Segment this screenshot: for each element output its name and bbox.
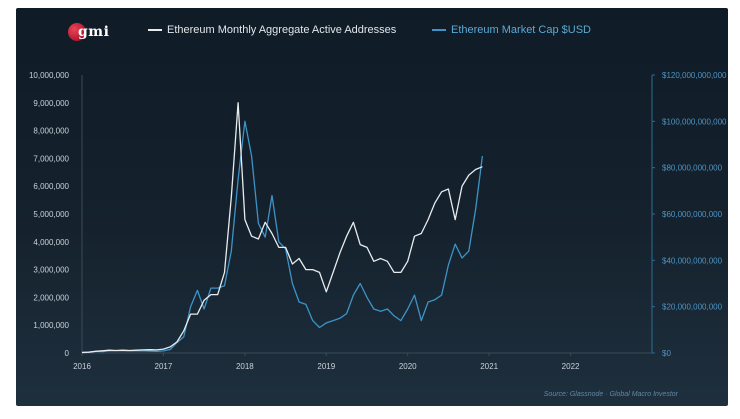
right-axis-tick-label: $80,000,000,000 [662,164,723,173]
chart-panel [16,8,728,406]
left-axis-tick-label: 8,000,000 [33,127,69,136]
series-line-active-addresses [81,102,483,354]
source-note: Source: Glassnode · Global Macro Investo… [543,391,678,398]
right-axis-tick-label: $40,000,000,000 [662,256,723,265]
x-axis-tick-label: 2017 [155,362,173,371]
legend-label-market-cap: Ethereum Market Cap $USD [451,24,591,36]
logo-circle-icon [68,23,86,41]
left-axis-tick-label: 6,000,000 [33,182,69,191]
legend-item-market-cap: Ethereum Market Cap $USD [432,24,591,36]
left-axis-tick-label: 5,000,000 [33,210,69,219]
right-axis-tick-label: $60,000,000,000 [662,210,723,219]
right-axis-tick-label: $100,000,000,000 [662,117,727,126]
x-axis-tick-label: 2019 [317,362,335,371]
x-axis-tick-label: 2020 [399,362,417,371]
left-axis-tick-label: 3,000,000 [33,266,69,275]
left-axis-tick-label: 9,000,000 [33,99,69,108]
legend-item-active-addresses: Ethereum Monthly Aggregate Active Addres… [148,24,396,36]
series-line-market-cap [81,120,484,354]
right-axis-tick-label: $20,000,000,000 [662,303,723,312]
left-axis-tick-label: 10,000,000 [29,71,70,80]
legend-swatch-market-cap [432,29,446,31]
left-axis-tick-label: 7,000,000 [33,154,69,163]
right-axis-tick-label: $0 [662,349,671,358]
gmi-logo: gmi [68,22,110,44]
left-axis-tick-label: 2,000,000 [33,293,69,302]
x-axis-tick-label: 2021 [480,362,498,371]
x-axis-tick-label: 2016 [73,362,91,371]
legend-label-active-addresses: Ethereum Monthly Aggregate Active Addres… [167,24,397,36]
x-axis-tick-label: 2018 [236,362,254,371]
left-axis-tick-label: 0 [65,349,70,358]
x-axis-tick-label: 2022 [562,362,580,371]
left-axis-tick-label: 4,000,000 [33,238,69,247]
right-axis-tick-label: $120,000,000,000 [662,71,727,80]
left-axis-tick-label: 1,000,000 [33,321,69,330]
legend-swatch-active-addresses [148,29,162,31]
logo-text: gmi [78,24,110,40]
